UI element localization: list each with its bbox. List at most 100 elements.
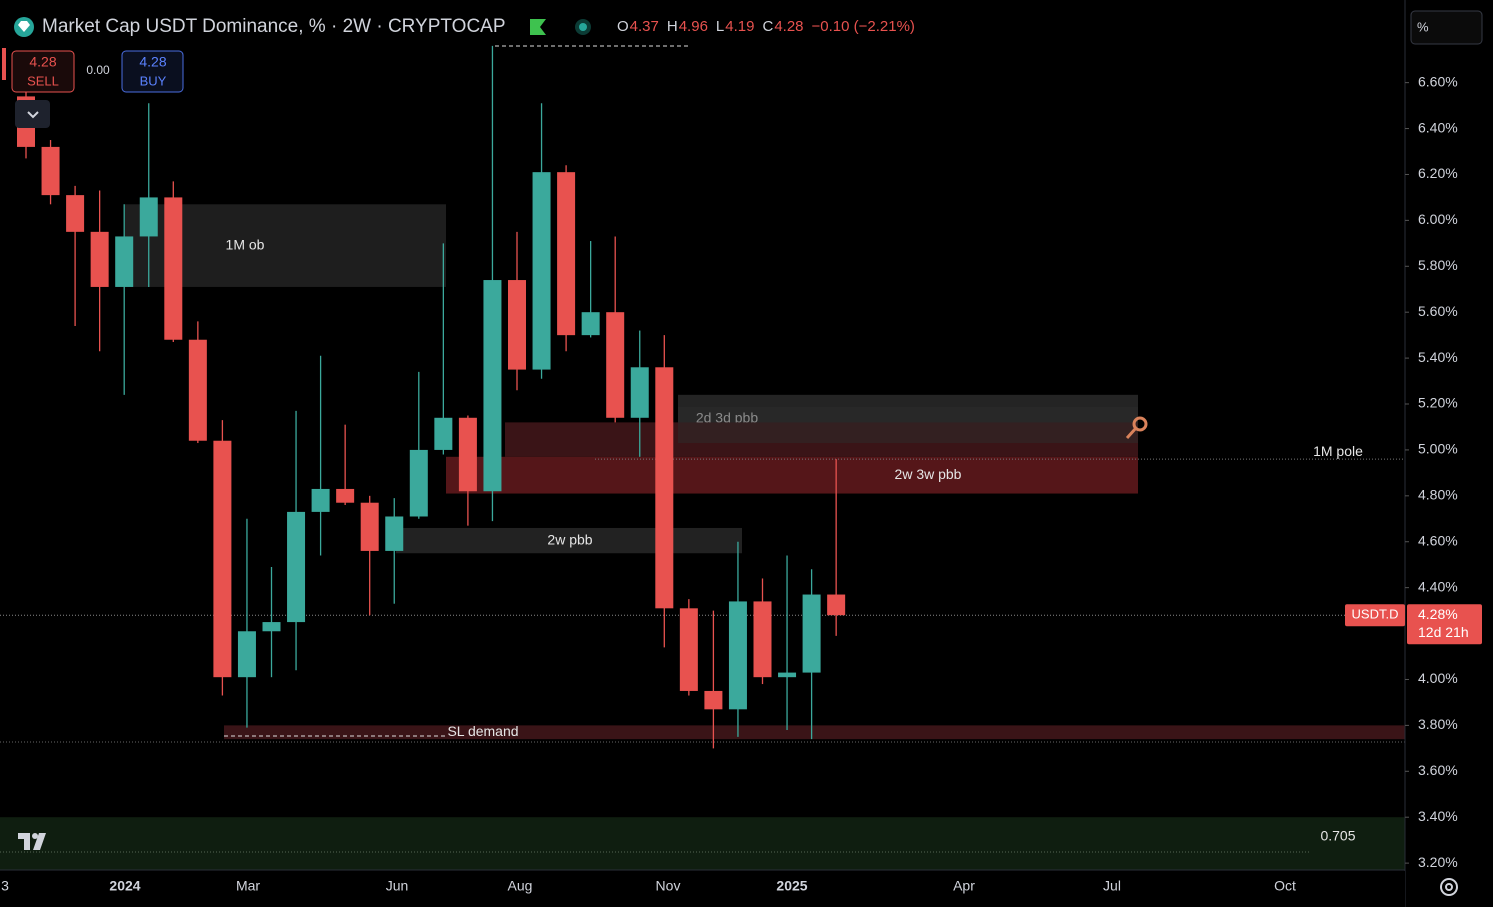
candle-body [262,622,281,632]
logo [18,833,46,850]
y-tick-label: 4.00% [1418,670,1458,686]
y-tick-label: 4.40% [1418,578,1458,594]
ohlc-legend: O 4.37 H 4.96 L 4.19 C 4.28 −0.10 (−2.21%) [617,18,915,35]
indicator [2,48,6,80]
settings-icon[interactable] [1440,878,1458,896]
zone-label: 2w 3w pbb [895,466,962,482]
candle-body [360,502,379,551]
candle-body [802,594,821,673]
symbol-tag [1345,604,1405,627]
x-tick-label: Mar [236,878,260,894]
key-icon [1125,426,1138,440]
ohlc-value: 4.28 [774,18,803,35]
candle-body [630,367,649,418]
y-tick-label: 6.20% [1418,165,1458,181]
sell-price: 4.28 [29,54,56,70]
sell-label: SELL [27,73,59,88]
sell-button[interactable] [11,50,75,93]
y-tick-label: 3.20% [1418,854,1458,870]
buy-button[interactable] [121,50,184,93]
buy-label: BUY [140,73,167,88]
logo [32,833,38,839]
ohlc-value: 4.19 [725,18,754,35]
candle-body [827,594,846,616]
time-axis [0,871,1405,907]
flag-icon [530,19,546,35]
candle-body [213,440,232,678]
ohlc-key: L [716,18,724,35]
candle-body [778,672,797,678]
candle-body [434,417,453,450]
y-tick-label: 5.00% [1418,441,1458,457]
candle-body [336,488,355,503]
zone-label: SL demand [447,723,518,739]
y-tick-label: 5.40% [1418,349,1458,365]
zone-label: 0.705 [1320,828,1355,844]
x-tick-label: Jul [1103,878,1121,894]
level-label: 1M pole [1313,443,1363,459]
zone-label: 2w pbb [547,531,592,547]
status-dot [579,23,587,31]
symbol-icon-glyph [18,21,30,32]
candle-body [679,608,698,691]
candle-body [557,172,576,336]
candle-body [483,280,502,492]
ohlc-value: 4.96 [679,18,708,35]
candle-body [655,367,674,609]
scale-label: % [1417,19,1429,34]
y-tick-label: 4.60% [1418,532,1458,548]
candle-body [164,197,183,340]
price-axis [1405,0,1493,907]
x-tick-label: Oct [1274,878,1296,894]
chevron [27,111,39,119]
ohlc-key: O [617,18,629,35]
collapse-button[interactable] [15,100,50,128]
candle-body [606,312,625,418]
candle-body [237,631,256,678]
y-tick-label: 3.80% [1418,716,1458,732]
candle-body [115,236,134,287]
candle-body [188,339,207,441]
ohlc-change: −0.10 (−2.21%) [812,18,915,35]
y-tick-label: 6.60% [1418,73,1458,89]
countdown: 12d 21h [1418,624,1469,640]
settings-icon [1445,883,1453,891]
zone [396,527,742,554]
y-tick-label: 5.80% [1418,257,1458,273]
candle-body [728,601,747,710]
plot [0,45,1405,749]
y-tick-label: 6.00% [1418,211,1458,227]
x-tick-label: 2025 [776,878,807,894]
candle-body [704,690,723,710]
candle-body [90,231,109,287]
x-tick-label: Aug [508,878,533,894]
x-tick-label: 2024 [109,878,140,894]
x-tick-label: 3 [1,878,9,894]
candle-body [409,449,428,517]
zone-label: 1M ob [226,236,265,252]
zone [0,817,1405,870]
candle-body [41,146,60,196]
zone [446,456,1138,494]
candle-body [508,280,526,370]
x-tick-label: Jun [386,878,409,894]
spread: 0.00 [86,63,110,77]
y-tick-label: 6.40% [1418,119,1458,135]
x-tick-label: Apr [953,878,975,894]
y-tick-label: 4.80% [1418,487,1458,503]
chart-title: Market Cap USDT Dominance, % · 2W · CRYP… [42,16,506,37]
buy-price: 4.28 [139,54,166,70]
candle-body [139,197,158,237]
zone [224,725,1405,740]
candle-body [311,488,330,512]
x-tick-label: Nov [656,878,681,894]
ohlc-key: C [762,18,773,35]
candle-body [532,172,551,370]
y-tick-label: 5.60% [1418,303,1458,319]
price-tag [1407,604,1482,645]
zone-inner [678,407,1138,443]
scale-button[interactable] [1410,10,1483,45]
